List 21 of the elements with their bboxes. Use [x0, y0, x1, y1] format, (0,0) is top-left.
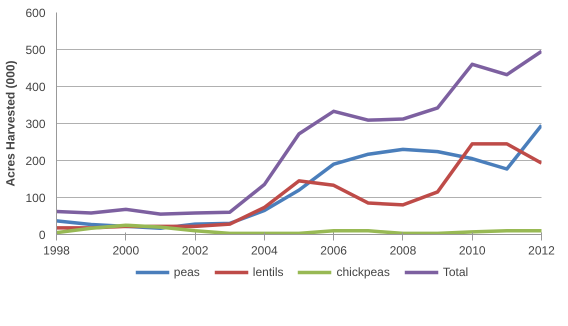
y-tick-label: 200: [25, 154, 46, 168]
x-tick-label: 1998: [43, 244, 70, 258]
y-tick-label: 100: [25, 191, 46, 205]
legend-label: chickpeas: [336, 265, 390, 279]
y-tick-label: 500: [25, 43, 46, 57]
x-tick-label: 2008: [390, 244, 417, 258]
y-tick-label: 400: [25, 80, 46, 94]
y-axis-title: Acres Harvested (000): [3, 60, 18, 187]
legend-label: lentils: [252, 265, 284, 279]
x-tick-label: 2002: [182, 244, 209, 258]
legend-label: Total: [442, 265, 468, 279]
x-tick-label: 2012: [528, 244, 556, 258]
x-tick-label: 2010: [458, 244, 486, 258]
line-series: [56, 50, 542, 216]
legend-label: peas: [174, 265, 200, 279]
x-tick-label: 2004: [251, 244, 278, 258]
x-tick-label: 2000: [112, 244, 140, 258]
y-tick-label: 0: [38, 228, 46, 242]
y-tick-label: 300: [25, 117, 46, 131]
x-tick-label: 2006: [320, 244, 348, 258]
y-tick-label: 600: [25, 6, 46, 20]
